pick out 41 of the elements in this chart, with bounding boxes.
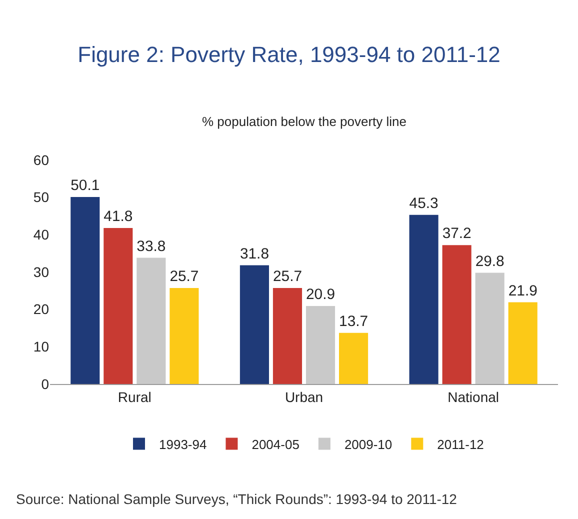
bar xyxy=(409,214,438,384)
y-tick-label: 30 xyxy=(33,264,50,280)
data-label: 20.9 xyxy=(306,286,336,303)
data-label: 45.3 xyxy=(409,194,438,212)
bar xyxy=(442,245,472,384)
bar xyxy=(272,288,302,384)
x-tick-label: National xyxy=(448,388,500,405)
bar xyxy=(240,265,269,384)
bar xyxy=(508,302,538,384)
y-tick-label: 0 xyxy=(41,376,50,392)
x-tick-label: Urban xyxy=(284,388,324,405)
y-tick-label: 50 xyxy=(33,189,50,206)
bar xyxy=(70,196,100,384)
y-tick-label: 20 xyxy=(33,301,50,318)
data-label: 25.7 xyxy=(272,268,302,286)
legend-label: 2009-10 xyxy=(344,436,392,452)
data-label: 25.7 xyxy=(170,268,199,286)
bar xyxy=(339,332,368,384)
data-label: 29.8 xyxy=(475,252,504,270)
bar xyxy=(306,306,336,384)
data-label: 13.7 xyxy=(339,312,368,330)
data-label: 31.8 xyxy=(240,245,269,262)
y-tick-label: 40 xyxy=(33,226,50,243)
y-tick-label: 60 xyxy=(33,152,50,168)
chart-subtitle: % population below the poverty line xyxy=(202,114,407,129)
source-note: Source: National Sample Surveys, “Thick Rounds”: 1993-94 to 2011-12 xyxy=(16,491,458,507)
legend-label: 2011-12 xyxy=(437,436,484,452)
data-label: 50.1 xyxy=(70,176,100,194)
y-tick-label: 10 xyxy=(33,338,50,355)
x-tick-label: Rural xyxy=(118,388,152,405)
legend-label: 1993-94 xyxy=(159,436,207,452)
legend-label: 2004-05 xyxy=(252,436,300,452)
bar xyxy=(104,228,133,384)
bar xyxy=(170,288,199,384)
data-label: 21.9 xyxy=(508,282,538,300)
bar xyxy=(136,258,166,384)
data-label: 41.8 xyxy=(104,208,133,225)
bar xyxy=(475,272,504,384)
data-label: 33.8 xyxy=(136,238,166,255)
data-label: 37.2 xyxy=(442,225,472,242)
chart-title: Figure 2: Poverty Rate, 1993-94 to 2011-12 xyxy=(78,42,500,68)
